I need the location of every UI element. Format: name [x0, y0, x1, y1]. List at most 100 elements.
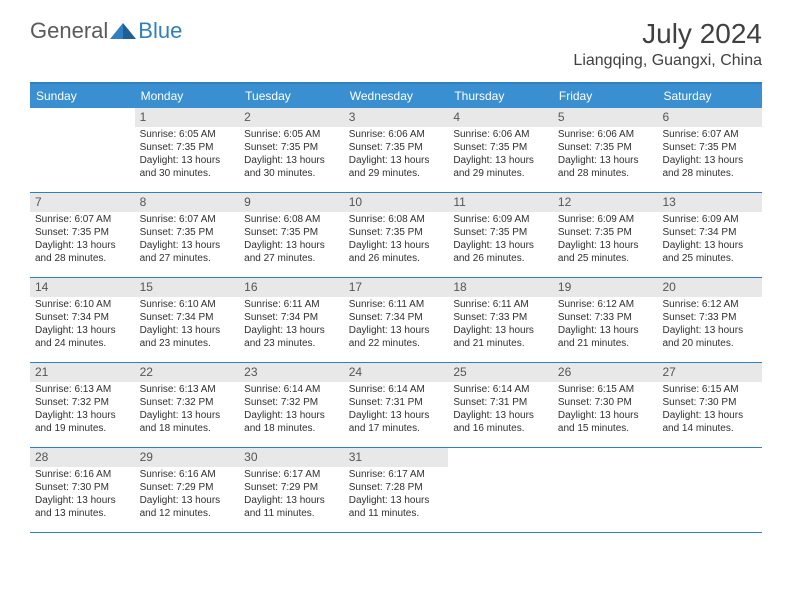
day-content: Sunrise: 6:11 AMSunset: 7:33 PMDaylight:…	[448, 297, 553, 354]
day-content: Sunrise: 6:10 AMSunset: 7:34 PMDaylight:…	[30, 297, 135, 354]
day-number: 4	[448, 108, 553, 127]
day-number: 16	[239, 278, 344, 297]
daylight-line: Daylight: 13 hours and 28 minutes.	[558, 155, 653, 181]
daylight-line: Daylight: 13 hours and 27 minutes.	[244, 240, 339, 266]
day-number: 1	[135, 108, 240, 127]
week-row: 1Sunrise: 6:05 AMSunset: 7:35 PMDaylight…	[30, 108, 762, 193]
sunset-line: Sunset: 7:34 PM	[349, 312, 444, 325]
daylight-line: Daylight: 13 hours and 11 minutes.	[244, 495, 339, 521]
week-row: 28Sunrise: 6:16 AMSunset: 7:30 PMDayligh…	[30, 448, 762, 533]
week-row: 7Sunrise: 6:07 AMSunset: 7:35 PMDaylight…	[30, 193, 762, 278]
sunrise-line: Sunrise: 6:14 AM	[453, 384, 548, 397]
sunset-line: Sunset: 7:31 PM	[349, 397, 444, 410]
day-number: 31	[344, 448, 449, 467]
daylight-line: Daylight: 13 hours and 26 minutes.	[349, 240, 444, 266]
daylight-line: Daylight: 13 hours and 28 minutes.	[35, 240, 130, 266]
day-cell: 13Sunrise: 6:09 AMSunset: 7:34 PMDayligh…	[657, 193, 762, 277]
day-number: 20	[657, 278, 762, 297]
sunrise-line: Sunrise: 6:06 AM	[349, 129, 444, 142]
day-header: Saturday	[657, 84, 762, 108]
day-header: Thursday	[448, 84, 553, 108]
day-number: 30	[239, 448, 344, 467]
day-content: Sunrise: 6:10 AMSunset: 7:34 PMDaylight:…	[135, 297, 240, 354]
day-content: Sunrise: 6:14 AMSunset: 7:31 PMDaylight:…	[344, 382, 449, 439]
daylight-line: Daylight: 13 hours and 21 minutes.	[453, 325, 548, 351]
day-content: Sunrise: 6:08 AMSunset: 7:35 PMDaylight:…	[344, 212, 449, 269]
day-content: Sunrise: 6:16 AMSunset: 7:29 PMDaylight:…	[135, 467, 240, 524]
day-cell: 1Sunrise: 6:05 AMSunset: 7:35 PMDaylight…	[135, 108, 240, 192]
sunrise-line: Sunrise: 6:16 AM	[35, 469, 130, 482]
day-cell: 8Sunrise: 6:07 AMSunset: 7:35 PMDaylight…	[135, 193, 240, 277]
day-content: Sunrise: 6:17 AMSunset: 7:28 PMDaylight:…	[344, 467, 449, 524]
sunrise-line: Sunrise: 6:17 AM	[244, 469, 339, 482]
day-cell: 10Sunrise: 6:08 AMSunset: 7:35 PMDayligh…	[344, 193, 449, 277]
day-content: Sunrise: 6:05 AMSunset: 7:35 PMDaylight:…	[135, 127, 240, 184]
day-cell: 27Sunrise: 6:15 AMSunset: 7:30 PMDayligh…	[657, 363, 762, 447]
daylight-line: Daylight: 13 hours and 24 minutes.	[35, 325, 130, 351]
day-content: Sunrise: 6:15 AMSunset: 7:30 PMDaylight:…	[657, 382, 762, 439]
sunset-line: Sunset: 7:33 PM	[453, 312, 548, 325]
day-number: 23	[239, 363, 344, 382]
daylight-line: Daylight: 13 hours and 30 minutes.	[244, 155, 339, 181]
day-number: 3	[344, 108, 449, 127]
sunrise-line: Sunrise: 6:11 AM	[349, 299, 444, 312]
day-content: Sunrise: 6:08 AMSunset: 7:35 PMDaylight:…	[239, 212, 344, 269]
sunrise-line: Sunrise: 6:15 AM	[558, 384, 653, 397]
day-number: 17	[344, 278, 449, 297]
daylight-line: Daylight: 13 hours and 29 minutes.	[349, 155, 444, 181]
day-cell: 22Sunrise: 6:13 AMSunset: 7:32 PMDayligh…	[135, 363, 240, 447]
sunset-line: Sunset: 7:35 PM	[349, 142, 444, 155]
day-number: 9	[239, 193, 344, 212]
day-number: 25	[448, 363, 553, 382]
day-number: 26	[553, 363, 658, 382]
day-number: 28	[30, 448, 135, 467]
day-cell: 6Sunrise: 6:07 AMSunset: 7:35 PMDaylight…	[657, 108, 762, 192]
sunrise-line: Sunrise: 6:09 AM	[558, 214, 653, 227]
title-block: July 2024 Liangqing, Guangxi, China	[573, 18, 762, 70]
sunset-line: Sunset: 7:35 PM	[453, 227, 548, 240]
day-cell: 2Sunrise: 6:05 AMSunset: 7:35 PMDaylight…	[239, 108, 344, 192]
day-content: Sunrise: 6:12 AMSunset: 7:33 PMDaylight:…	[657, 297, 762, 354]
daylight-line: Daylight: 13 hours and 19 minutes.	[35, 410, 130, 436]
sunrise-line: Sunrise: 6:05 AM	[244, 129, 339, 142]
day-cell: 28Sunrise: 6:16 AMSunset: 7:30 PMDayligh…	[30, 448, 135, 532]
daylight-line: Daylight: 13 hours and 21 minutes.	[558, 325, 653, 351]
day-header: Sunday	[30, 84, 135, 108]
sunset-line: Sunset: 7:35 PM	[140, 227, 235, 240]
sunrise-line: Sunrise: 6:08 AM	[349, 214, 444, 227]
day-number: 24	[344, 363, 449, 382]
sunset-line: Sunset: 7:35 PM	[662, 142, 757, 155]
week-row: 14Sunrise: 6:10 AMSunset: 7:34 PMDayligh…	[30, 278, 762, 363]
day-cell	[448, 448, 553, 532]
day-number: 29	[135, 448, 240, 467]
day-number: 15	[135, 278, 240, 297]
day-cell: 14Sunrise: 6:10 AMSunset: 7:34 PMDayligh…	[30, 278, 135, 362]
sunset-line: Sunset: 7:32 PM	[244, 397, 339, 410]
day-content: Sunrise: 6:05 AMSunset: 7:35 PMDaylight:…	[239, 127, 344, 184]
sunrise-line: Sunrise: 6:14 AM	[349, 384, 444, 397]
daylight-line: Daylight: 13 hours and 20 minutes.	[662, 325, 757, 351]
day-header: Monday	[135, 84, 240, 108]
day-cell: 7Sunrise: 6:07 AMSunset: 7:35 PMDaylight…	[30, 193, 135, 277]
day-number: 11	[448, 193, 553, 212]
day-header: Friday	[553, 84, 658, 108]
week-row: 21Sunrise: 6:13 AMSunset: 7:32 PMDayligh…	[30, 363, 762, 448]
daylight-line: Daylight: 13 hours and 29 minutes.	[453, 155, 548, 181]
day-content: Sunrise: 6:07 AMSunset: 7:35 PMDaylight:…	[657, 127, 762, 184]
day-content: Sunrise: 6:07 AMSunset: 7:35 PMDaylight:…	[30, 212, 135, 269]
day-cell: 24Sunrise: 6:14 AMSunset: 7:31 PMDayligh…	[344, 363, 449, 447]
sunrise-line: Sunrise: 6:10 AM	[140, 299, 235, 312]
header: General Blue July 2024 Liangqing, Guangx…	[0, 0, 792, 74]
daylight-line: Daylight: 13 hours and 27 minutes.	[140, 240, 235, 266]
sunset-line: Sunset: 7:35 PM	[558, 142, 653, 155]
day-number: 8	[135, 193, 240, 212]
day-cell	[30, 108, 135, 192]
sunset-line: Sunset: 7:34 PM	[662, 227, 757, 240]
daylight-line: Daylight: 13 hours and 17 minutes.	[349, 410, 444, 436]
day-number: 13	[657, 193, 762, 212]
daylight-line: Daylight: 13 hours and 23 minutes.	[244, 325, 339, 351]
sunrise-line: Sunrise: 6:09 AM	[453, 214, 548, 227]
daylight-line: Daylight: 13 hours and 18 minutes.	[140, 410, 235, 436]
day-content: Sunrise: 6:09 AMSunset: 7:35 PMDaylight:…	[448, 212, 553, 269]
day-cell: 30Sunrise: 6:17 AMSunset: 7:29 PMDayligh…	[239, 448, 344, 532]
